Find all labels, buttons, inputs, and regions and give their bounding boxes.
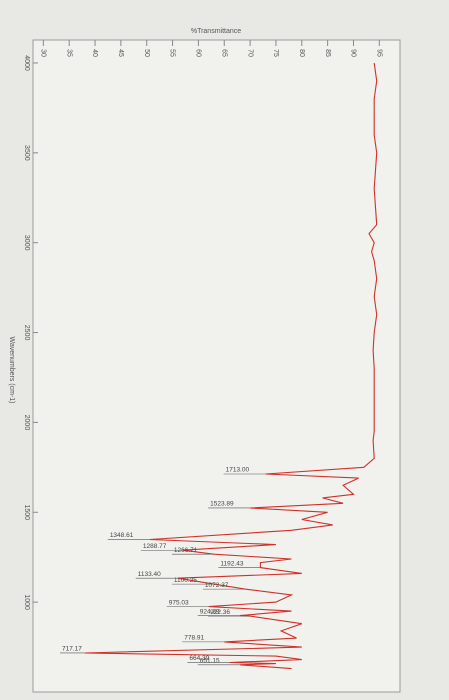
x-tick-label: 85 bbox=[324, 49, 331, 57]
y-tick-label: 2000 bbox=[23, 415, 30, 431]
x-tick-label: 80 bbox=[298, 49, 305, 57]
x-tick-label: 45 bbox=[117, 49, 124, 57]
x-axis-title: %Transmittance bbox=[191, 28, 241, 35]
plot-frame bbox=[32, 39, 401, 693]
x-tick-label: 65 bbox=[220, 49, 227, 57]
x-tick-label: 55 bbox=[169, 49, 176, 57]
y-tick-label: 1000 bbox=[23, 594, 30, 610]
x-tick-label: 60 bbox=[195, 49, 202, 57]
x-tick-label: 35 bbox=[65, 49, 72, 57]
peak-label: 924.89 bbox=[200, 608, 220, 615]
peak-label: 1523.89 bbox=[210, 501, 234, 508]
peak-label: 778.91 bbox=[184, 635, 204, 642]
y-tick-label: 3500 bbox=[23, 145, 30, 161]
peak-label: 1192.43 bbox=[220, 560, 243, 567]
x-tick-label: 30 bbox=[39, 49, 46, 57]
peak-label: 1348.61 bbox=[110, 532, 134, 539]
peak-label: 717.17 bbox=[62, 646, 82, 653]
peak-label: 1100.25 bbox=[174, 577, 197, 584]
y-tick-label: 2500 bbox=[23, 325, 30, 341]
y-axis-title: Wavenumbers (cm-1) bbox=[8, 336, 15, 403]
x-tick-label: 70 bbox=[246, 49, 253, 57]
peak-label: 975.03 bbox=[169, 599, 189, 606]
x-tick-label: 95 bbox=[375, 49, 382, 57]
peak-label: 1266.71 bbox=[174, 547, 198, 554]
peak-label: 1133.40 bbox=[138, 571, 161, 578]
peak-label: 922.36 bbox=[210, 609, 230, 616]
peak-label: 1713.00 bbox=[226, 467, 250, 474]
peak-label: 1288.77 bbox=[143, 543, 167, 550]
x-tick-label: 75 bbox=[272, 49, 279, 57]
peak-label: 651.15 bbox=[200, 658, 220, 665]
y-tick-label: 4000 bbox=[23, 55, 30, 71]
x-tick-label: 40 bbox=[91, 49, 98, 57]
x-tick-label: 90 bbox=[350, 49, 357, 57]
peak-label: 1072.37 bbox=[205, 582, 229, 589]
y-tick-label: 3000 bbox=[23, 235, 30, 251]
peak-label: 664.39 bbox=[189, 655, 209, 662]
y-tick-label: 1500 bbox=[23, 504, 30, 520]
spectrum-line bbox=[84, 62, 378, 670]
x-tick-label: 50 bbox=[143, 49, 150, 57]
